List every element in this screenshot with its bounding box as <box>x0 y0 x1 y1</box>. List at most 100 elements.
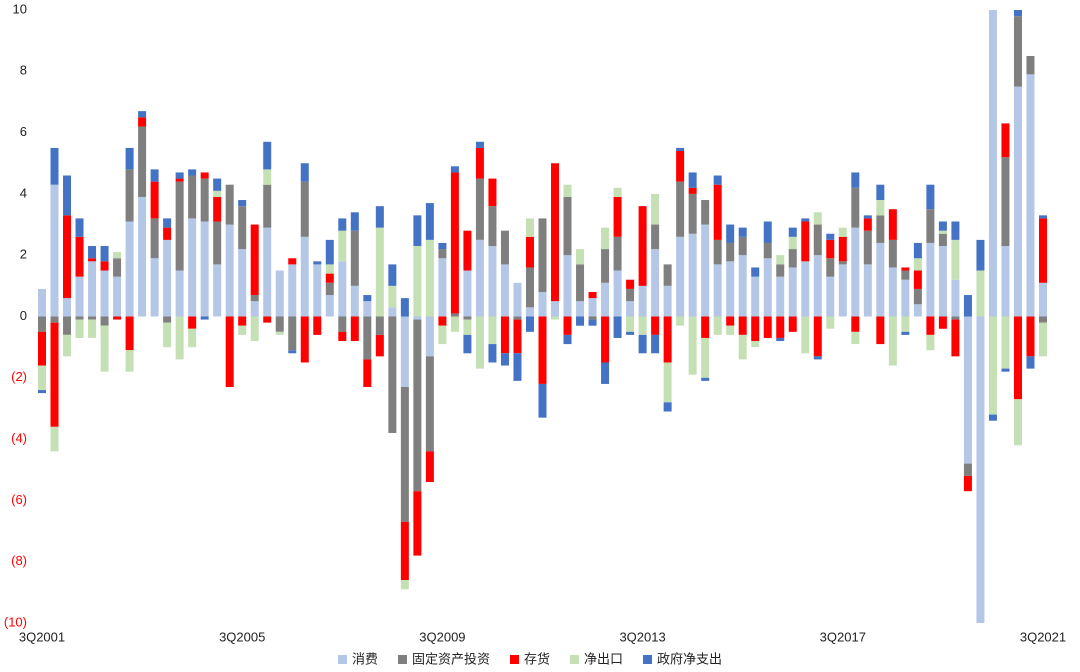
bar-segment <box>588 298 597 317</box>
bar-segment <box>288 258 297 265</box>
bar-segment <box>338 316 347 332</box>
bar-segment <box>1013 399 1022 446</box>
bar-segment <box>976 316 985 623</box>
bar-segment <box>75 276 84 317</box>
bar-segment <box>38 390 46 394</box>
bar-segment <box>150 258 159 317</box>
bar-segment <box>763 258 772 317</box>
bar-segment <box>613 270 622 317</box>
bar-segment <box>413 491 422 556</box>
bar-segment <box>263 184 272 228</box>
bar-segment <box>213 221 222 265</box>
x-tick-label: 3Q2005 <box>219 629 265 644</box>
bar-segment <box>801 218 810 222</box>
bar-segment <box>188 175 197 219</box>
bar-segment <box>963 463 972 476</box>
bar-segment <box>726 224 735 243</box>
bar-segment <box>876 200 885 216</box>
bar-segment <box>938 233 947 247</box>
bar-segment <box>826 233 835 240</box>
x-tick-label: 3Q2021 <box>1020 629 1066 644</box>
bar-segment <box>838 236 847 262</box>
bar-segment <box>163 322 172 348</box>
bar-segment <box>863 230 872 265</box>
bar-segment <box>651 334 660 354</box>
bar-segment <box>601 249 610 283</box>
bar-segment <box>863 218 872 231</box>
bar-segment <box>463 334 472 354</box>
bar-segment <box>576 301 585 317</box>
bar-segment <box>100 316 109 326</box>
bar-segment <box>513 353 522 381</box>
legend-label: 存货 <box>524 651 550 666</box>
bar-segment <box>613 236 622 271</box>
bar-segment <box>138 111 147 118</box>
legend-swatch <box>398 655 407 664</box>
bar-segment <box>438 325 447 345</box>
bar-segment <box>88 316 97 320</box>
bar-segment <box>488 344 497 363</box>
bar-segment <box>313 261 322 265</box>
bar-segment <box>676 181 685 237</box>
bar-segment <box>938 246 947 317</box>
legend-swatch <box>510 655 519 664</box>
bar-segment <box>851 227 860 317</box>
bar-segment <box>538 218 547 292</box>
bar-segment <box>576 249 585 265</box>
legend-swatch <box>570 655 579 664</box>
bar-segment <box>338 331 347 342</box>
bar-segment <box>425 203 434 240</box>
bar-segment <box>438 258 447 317</box>
bar-segment <box>651 193 660 225</box>
bar-segment <box>688 187 697 194</box>
bar-segment <box>638 316 647 335</box>
bar-segment <box>238 316 247 326</box>
bar-segment <box>200 172 209 179</box>
bar-segment <box>88 319 97 338</box>
bar-segment <box>888 267 897 317</box>
legend-swatch <box>338 655 347 664</box>
bar-segment <box>125 169 134 222</box>
bar-segment <box>350 212 359 231</box>
bar-segment <box>288 316 297 351</box>
bar-segment <box>313 316 322 335</box>
bar-segment <box>525 307 534 317</box>
bar-segment <box>350 316 359 342</box>
bar-segment <box>350 230 359 286</box>
bar-segment <box>763 221 772 243</box>
bar-segment <box>651 224 660 250</box>
bar-segment <box>488 246 497 317</box>
bar-segment <box>826 258 835 277</box>
bar-segment <box>250 224 259 296</box>
bar-segment <box>238 206 247 250</box>
bar-segment <box>776 276 785 317</box>
bar-segment <box>826 316 835 329</box>
bar-segment <box>400 580 409 590</box>
bar-segment <box>513 319 522 354</box>
bar-segment <box>50 316 59 323</box>
bar-segment <box>325 264 334 274</box>
bar-segment <box>275 270 284 317</box>
bar-segment <box>626 288 635 302</box>
bar-segment <box>913 270 922 289</box>
bar-segment <box>1013 316 1022 400</box>
bar-segment <box>563 334 572 345</box>
bar-segment <box>713 264 722 317</box>
bar-segment <box>838 227 847 237</box>
bar-segment <box>488 178 497 207</box>
bar-segment <box>163 218 172 228</box>
bar-segment <box>1001 368 1010 372</box>
bar-segment <box>300 316 309 363</box>
bar-segment <box>613 316 622 338</box>
bar-segment <box>876 316 885 345</box>
bar-segment <box>563 184 572 197</box>
bar-segment <box>138 117 147 127</box>
bar-segment <box>463 319 472 335</box>
bar-segment <box>413 246 422 317</box>
bar-segment <box>851 187 860 228</box>
bar-segment <box>638 285 647 317</box>
bar-segment <box>113 252 122 259</box>
bar-segment <box>713 175 722 185</box>
bar-segment <box>826 276 835 317</box>
